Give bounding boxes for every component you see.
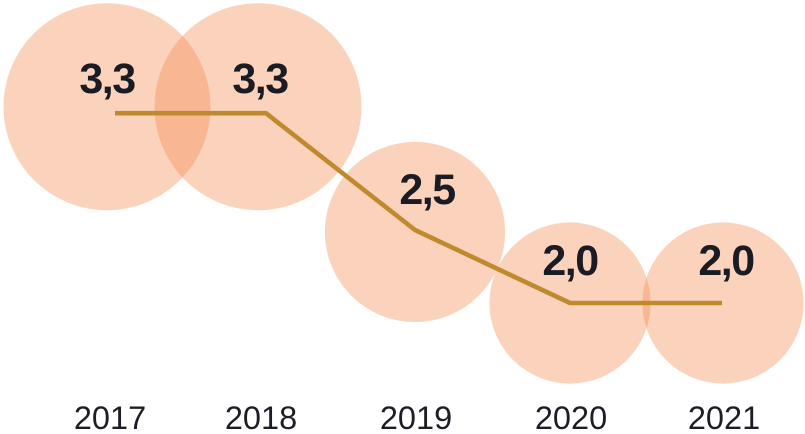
year-label-2021: 2021 — [688, 400, 760, 434]
value-label-2018: 3,3 — [232, 55, 288, 103]
year-label-2020: 2020 — [535, 400, 607, 434]
value-label-2019: 2,5 — [399, 166, 455, 214]
value-label-2020: 2,0 — [542, 237, 598, 285]
year-label-2017: 2017 — [74, 400, 146, 434]
year-label-2018: 2018 — [225, 400, 297, 434]
bubble-2018 — [154, 3, 362, 211]
bubble-2021 — [642, 222, 804, 384]
value-label-2017: 3,3 — [79, 55, 135, 103]
value-label-2021: 2,0 — [698, 237, 754, 285]
year-label-2019: 2019 — [380, 400, 452, 434]
trend-line — [115, 110, 722, 306]
bubble-2017 — [3, 3, 211, 211]
